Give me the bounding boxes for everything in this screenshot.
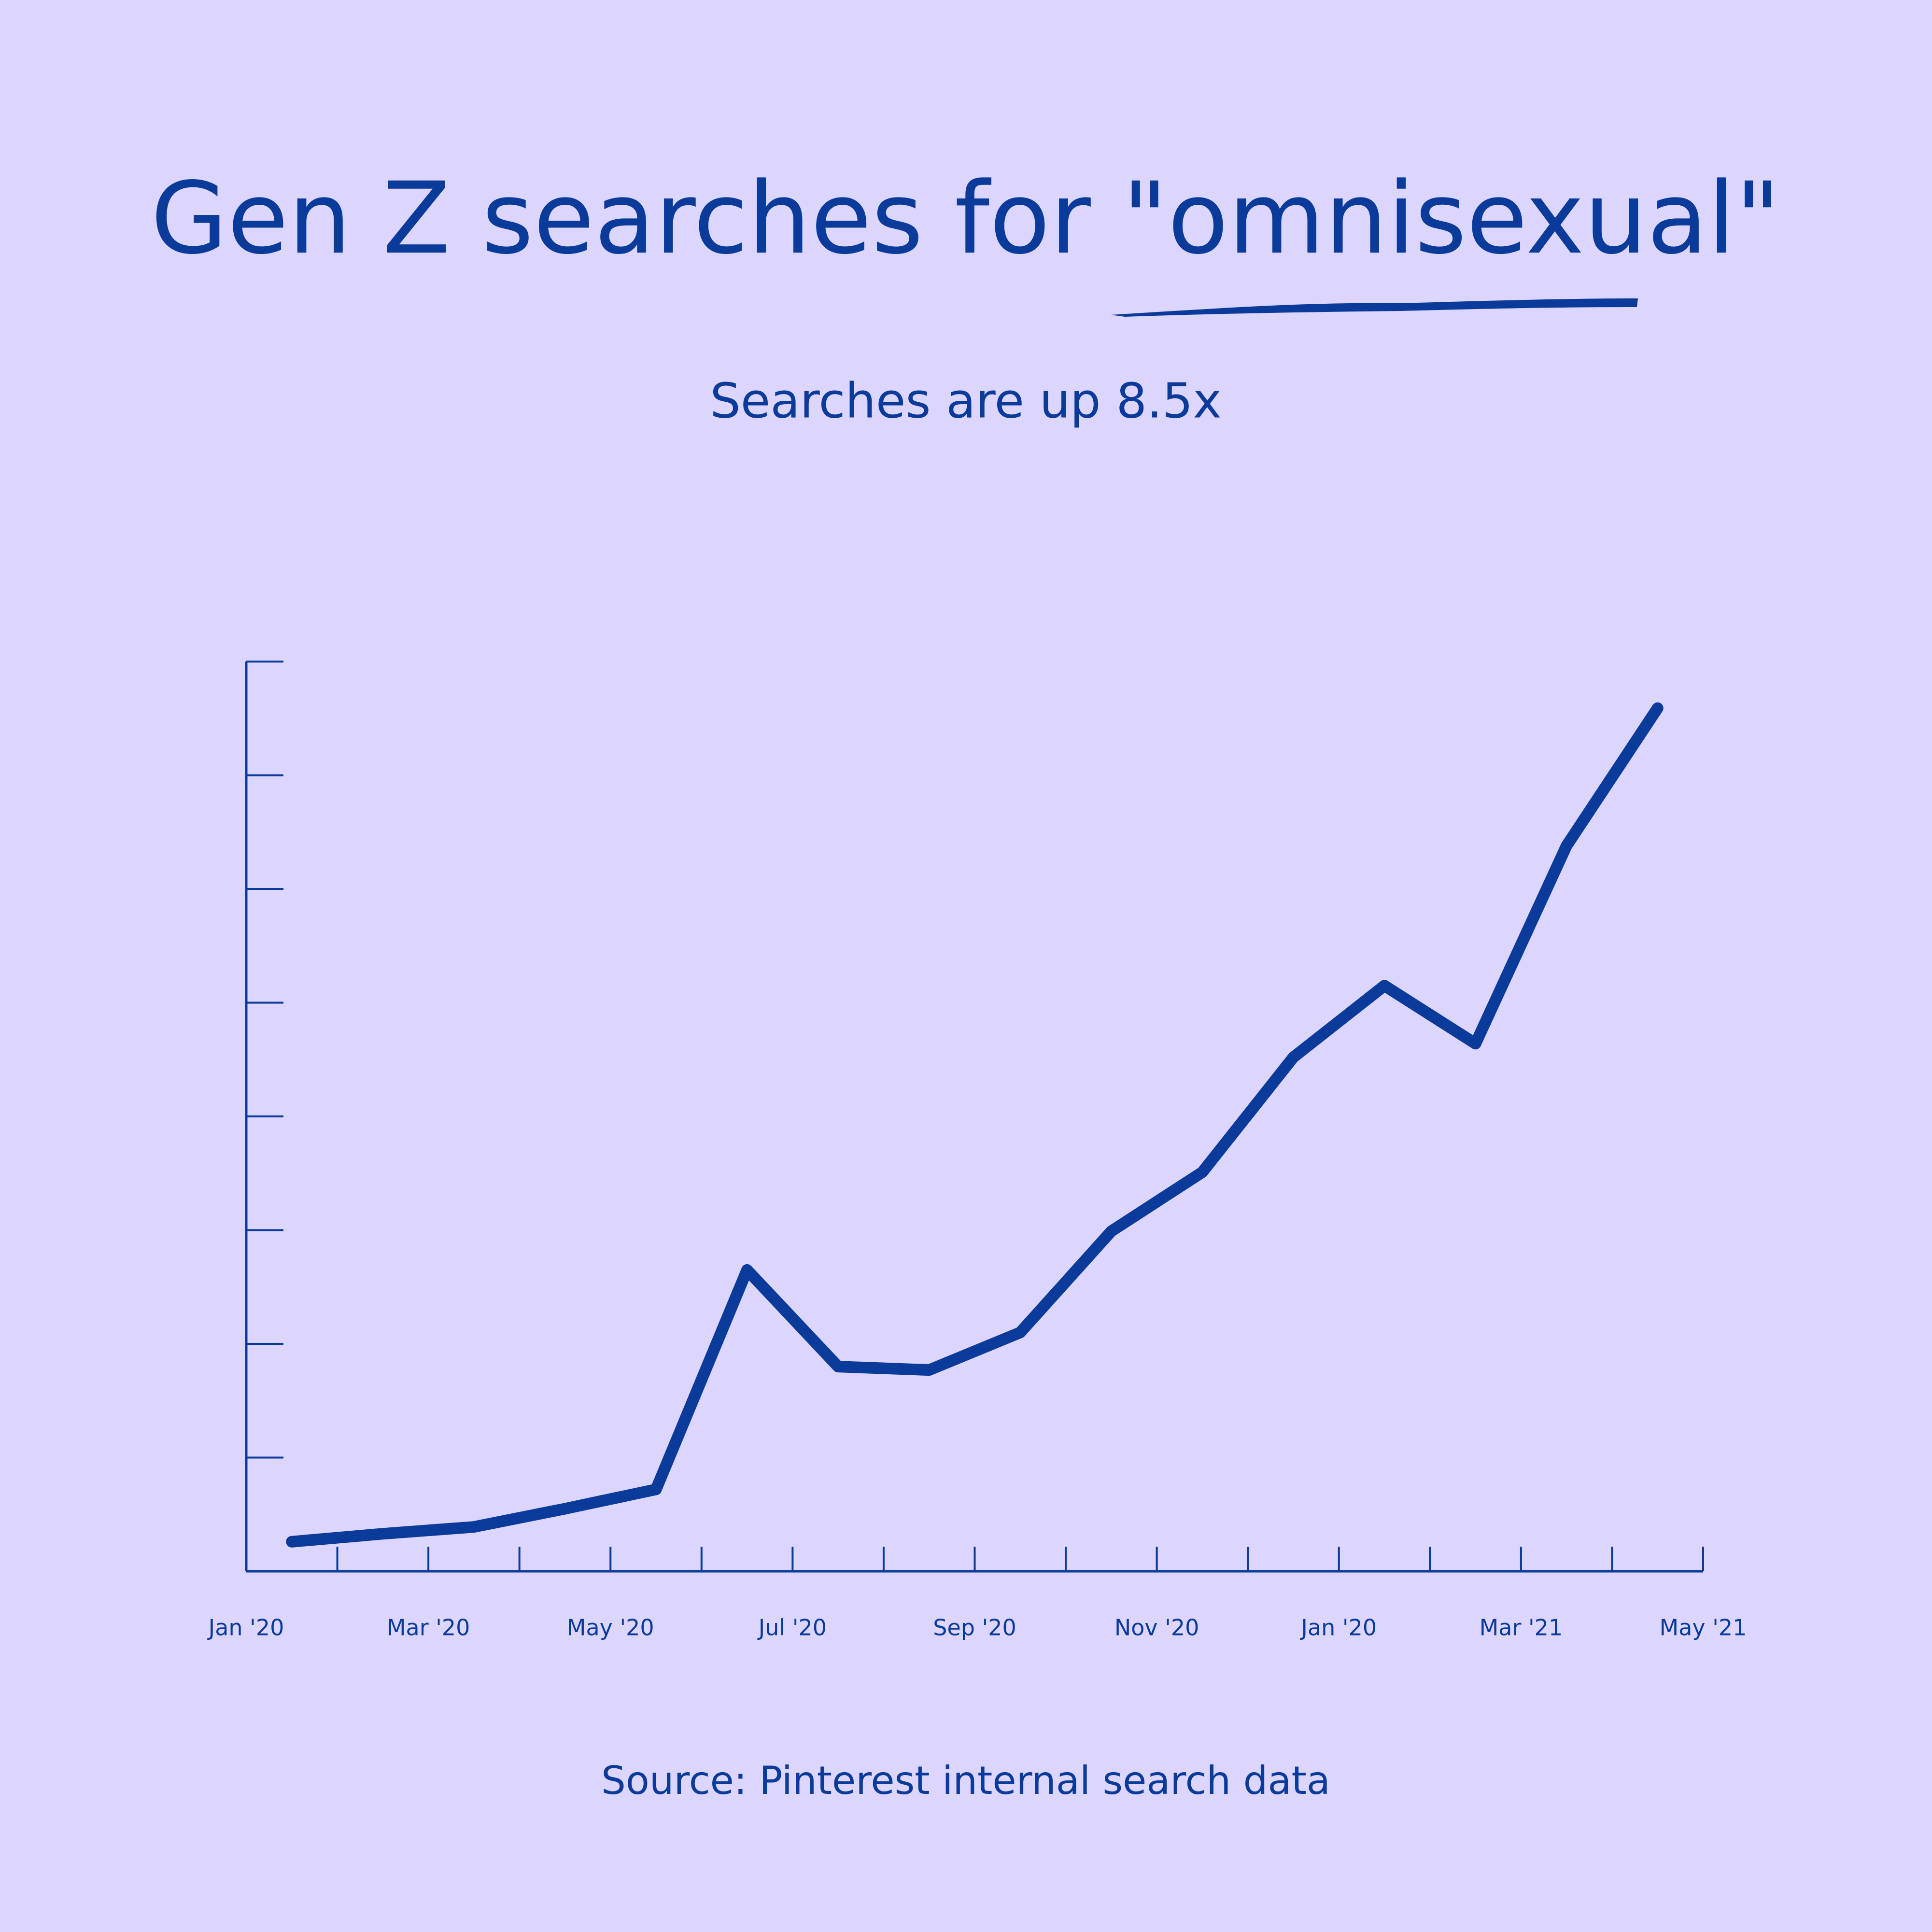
x-tick-label: Jul '20: [757, 1615, 827, 1641]
data-line: [286, 702, 1664, 1548]
chart-subtitle: Searches are up 8.5x: [710, 372, 1221, 429]
x-tick-label: May '21: [1660, 1615, 1747, 1641]
x-tick-label: Jan '20: [207, 1615, 284, 1641]
x-tick-label: Jan '20: [1299, 1615, 1377, 1641]
x-tick-label: Mar '21: [1480, 1615, 1563, 1641]
x-tick-label: May '20: [567, 1615, 654, 1641]
source-note: Source: Pinterest internal search data: [601, 1758, 1330, 1803]
x-tick-label: Mar '20: [387, 1615, 470, 1641]
x-tick-label: Nov '20: [1114, 1615, 1199, 1641]
title-underline: [1111, 298, 1638, 317]
x-tick-label: Sep '20: [933, 1615, 1016, 1641]
chart-title: Gen Z searches for "omnisexual": [151, 161, 1781, 276]
